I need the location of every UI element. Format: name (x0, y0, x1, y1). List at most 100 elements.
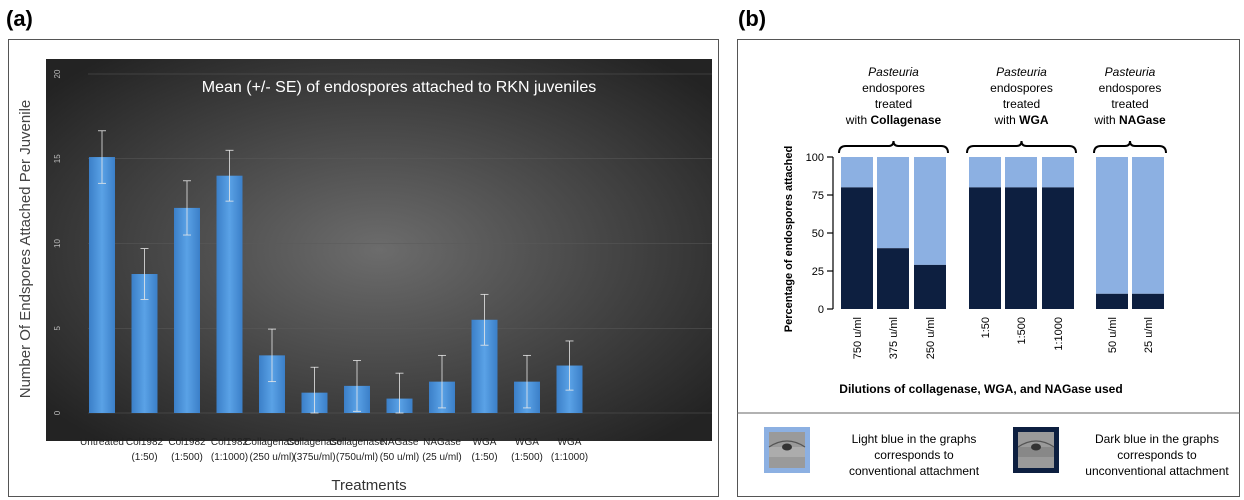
x-tick-label: (25 u/ml) (422, 452, 461, 463)
error-bar (438, 354, 446, 409)
y-tick-label: 10 (53, 239, 62, 248)
group-title-line: Pasteuria (868, 65, 919, 79)
bar-segment-light (1096, 157, 1128, 294)
chart-a-ylabel: Number Of Endspores Attached Per Juvenil… (17, 100, 34, 399)
y-tick-label: 0 (53, 410, 62, 415)
x-tick-label: (1:50) (131, 452, 157, 463)
x-tick-label: Collagenase (287, 437, 343, 448)
error-bar (353, 360, 361, 412)
error-bar (225, 149, 234, 202)
bar-segment-light (1005, 157, 1037, 188)
x-tick-label: 50 u/ml (1107, 317, 1119, 353)
bar-segment-light (1042, 157, 1074, 188)
x-tick-label: (1:1000) (551, 452, 588, 463)
group-bracket (1093, 140, 1167, 154)
x-tick-label: (375u/ml) (293, 452, 335, 463)
x-tick-label: NAGase (423, 437, 461, 448)
bar (216, 175, 243, 413)
bar-segment-dark (1005, 187, 1037, 309)
group-title-line: endospores (990, 81, 1053, 95)
x-tick-label: WGA (515, 437, 539, 448)
bar (174, 207, 200, 413)
chart-a-title: Mean (+/- SE) of endospores attached to … (202, 79, 596, 96)
bar (89, 157, 115, 413)
x-tick-label: Col1982 (126, 437, 164, 448)
x-tick-label: (1:500) (171, 452, 203, 463)
x-tick-label: Untreated (80, 437, 124, 448)
group-title-line: Pasteuria (996, 65, 1047, 79)
error-bar (310, 366, 319, 414)
x-tick-label: 1:500 (1016, 317, 1028, 345)
x-tick-label: (1:50) (471, 452, 497, 463)
error-bar (98, 130, 106, 184)
legend-dark-text: corresponds to (1117, 448, 1197, 462)
y-tick-label: 50 (812, 228, 824, 240)
error-bar (268, 328, 276, 383)
stacked-bar (914, 157, 946, 309)
x-tick-label: 750 u/ml (852, 317, 864, 359)
group-title-line: treated (1003, 97, 1040, 111)
bar-segment-light (1132, 157, 1164, 294)
stacked-bar (969, 157, 1001, 309)
y-tick-label: 75 (812, 190, 824, 202)
bar-segment-dark (914, 264, 946, 309)
y-tick-label: 100 (806, 152, 824, 164)
x-tick-label: Collagenase (329, 437, 385, 448)
error-bar (140, 248, 149, 300)
error-bar (565, 340, 574, 391)
x-tick-label: (50 u/ml) (380, 452, 419, 463)
x-tick-label: Col1982 (168, 437, 206, 448)
x-tick-label: 1:1000 (1053, 317, 1065, 351)
bar-segment-dark (1132, 293, 1164, 309)
bar-segment-dark (1096, 293, 1128, 309)
y-tick-label: 0 (818, 304, 824, 316)
group-bracket (966, 140, 1077, 154)
group-title-line: with Collagenase (845, 113, 942, 127)
x-tick-label: (250 u/ml) (249, 452, 294, 463)
error-bar (183, 180, 191, 236)
chart-b-xlabel: Dilutions of collagenase, WGA, and NAGas… (839, 382, 1122, 396)
legend-light-text: corresponds to (874, 448, 954, 462)
bar-segment-light (914, 157, 946, 265)
stacked-bar (1042, 157, 1074, 309)
panel-b-label: (b) (738, 6, 767, 31)
x-tick-label: 250 u/ml (925, 317, 937, 359)
x-tick-label: 375 u/ml (888, 317, 900, 359)
y-tick-label: 15 (53, 154, 62, 163)
bar-segment-light (877, 157, 909, 249)
legend-light-swatch (764, 427, 810, 473)
group-title-line: endospores (1099, 81, 1162, 95)
x-tick-label: WGA (558, 437, 582, 448)
stacked-bar (1096, 157, 1128, 309)
x-tick-label: Collagenase (244, 437, 300, 448)
x-tick-label: WGA (473, 437, 497, 448)
legend-light-text: conventional attachment (849, 464, 980, 478)
legend-dark-swatch (1013, 427, 1059, 473)
bar-segment-light (969, 157, 1001, 188)
stacked-bar (877, 157, 909, 309)
bar-segment-dark (841, 187, 873, 309)
y-tick-label: 25 (812, 266, 824, 278)
stacked-bar (841, 157, 873, 309)
x-tick-label: 1:50 (980, 317, 992, 338)
x-tick-label: Col1982 (211, 437, 249, 448)
bar-segment-dark (877, 248, 909, 309)
x-tick-label: (1:500) (511, 452, 543, 463)
bar-segment-dark (969, 187, 1001, 309)
group-title-line: treated (875, 97, 912, 111)
chart-a-xlabel: Treatments (331, 477, 406, 494)
error-bar (395, 372, 404, 414)
chart-b-ylabel: Percentage of endospores attached (783, 146, 795, 332)
error-bar (480, 293, 489, 346)
x-tick-label: (1:1000) (211, 452, 248, 463)
error-bar (523, 354, 531, 409)
group-bracket (838, 140, 949, 154)
legend-dark-text: Dark blue in the graphs (1095, 432, 1219, 446)
x-tick-label: 25 u/ml (1143, 317, 1155, 353)
bar-segment-light (841, 157, 873, 188)
stacked-bar (1132, 157, 1164, 309)
panel-a-label: (a) (6, 6, 33, 31)
legend-dark-text: unconventional attachment (1085, 464, 1229, 478)
group-title-line: Pasteuria (1105, 65, 1156, 79)
